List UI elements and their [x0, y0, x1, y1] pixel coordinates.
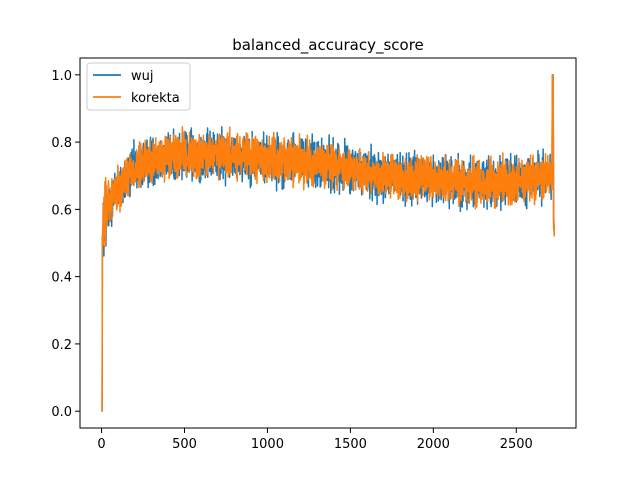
x-tick-label: 500 — [172, 437, 197, 452]
x-tick-label: 0 — [97, 437, 105, 452]
y-tick-label: 0.2 — [51, 338, 72, 353]
x-tick-label: 2500 — [500, 437, 533, 452]
y-tick-label: 0.4 — [51, 271, 72, 286]
x-tick-label: 1500 — [334, 437, 367, 452]
x-axis: 0 500 1000 1500 2000 2500 — [97, 428, 533, 452]
legend-label-wuj: wuj — [131, 69, 153, 84]
x-tick-label: 1000 — [251, 437, 284, 452]
legend-label-korekta: korekta — [131, 91, 180, 106]
series-line-wuj — [100, 74, 556, 412]
series-layer — [100, 74, 556, 412]
y-axis: 0.0 0.2 0.4 0.6 0.8 1.0 — [51, 69, 80, 420]
chart-title: balanced_accuracy_score — [232, 36, 424, 55]
y-tick-label: 1.0 — [51, 69, 72, 84]
y-tick-label: 0.6 — [51, 203, 72, 218]
series-line-korekta — [100, 74, 556, 412]
y-tick-label: 0.8 — [51, 136, 72, 151]
x-tick-label: 2000 — [417, 437, 450, 452]
y-tick-label: 0.0 — [51, 405, 72, 420]
legend: wuj korekta — [86, 62, 191, 111]
plot-frame — [79, 57, 577, 429]
